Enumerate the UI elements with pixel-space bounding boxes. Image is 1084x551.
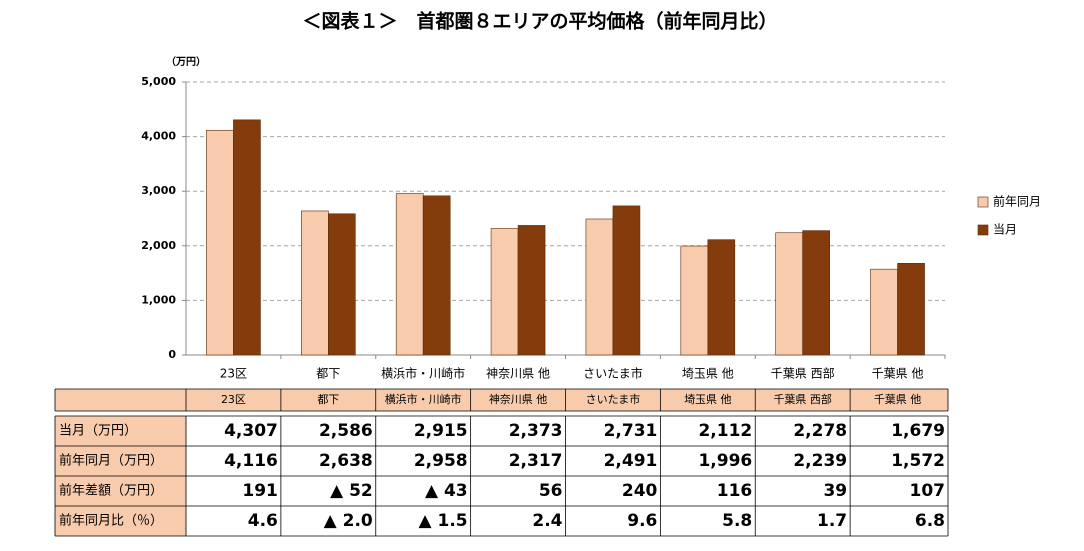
y-tick-label: 0 xyxy=(168,348,176,361)
table-cell: 4.6 xyxy=(248,511,278,531)
table-cell: 2,317 xyxy=(509,451,563,471)
x-tick-label: 23区 xyxy=(220,367,247,381)
table-cell: ▲ 1.5 xyxy=(419,511,468,531)
table-cell: 1,679 xyxy=(891,421,945,441)
table-cell: 56 xyxy=(539,481,563,501)
table-cell: 1,996 xyxy=(698,451,752,471)
table-column-header: 都下 xyxy=(317,393,339,406)
table-cell: 2,112 xyxy=(698,421,752,441)
table-row-header: 前年同月比（％） xyxy=(59,513,163,529)
table-cell: 116 xyxy=(717,481,753,501)
y-tick-label: 2,000 xyxy=(141,239,176,252)
table-cell: 2,491 xyxy=(604,451,658,471)
bar xyxy=(206,129,234,356)
table-cell: 2,958 xyxy=(414,451,468,471)
table-cell: 107 xyxy=(910,481,946,501)
table-cell: 2.4 xyxy=(532,511,562,531)
table-cell: 2,373 xyxy=(509,421,563,441)
row-header-bg xyxy=(55,416,186,446)
bar xyxy=(490,228,519,356)
table-cell: 2,731 xyxy=(604,421,658,441)
table-cell: 1.7 xyxy=(817,511,847,531)
row-header-bg xyxy=(55,446,186,476)
table-cell: 2,915 xyxy=(414,421,468,441)
table-cell: 9.6 xyxy=(627,511,657,531)
table-row-header: 当月（万円） xyxy=(59,424,137,439)
table-header-bg xyxy=(55,389,948,411)
chart-title: ＜図表１＞ 首都圏８エリアの平均価格（前年同月比） xyxy=(302,10,777,33)
legend-label: 前年同月 xyxy=(993,194,1041,209)
table-cell: 2,239 xyxy=(793,451,847,471)
table-cell: ▲ 43 xyxy=(425,481,468,501)
table-column-header: 横浜市・川崎市 xyxy=(385,392,462,406)
bar xyxy=(395,193,424,356)
y-tick-label: 3,000 xyxy=(141,184,176,197)
table-column-header: 23区 xyxy=(221,393,246,406)
table-row-header: 前年差額（万円） xyxy=(59,483,163,499)
table-column-header: 千葉県 西部 xyxy=(773,392,832,406)
table-cell: 2,586 xyxy=(319,421,373,441)
bar xyxy=(612,205,641,356)
bar xyxy=(680,245,709,356)
x-tick-label: 千葉県 他 xyxy=(872,367,924,381)
legend-swatch xyxy=(977,224,989,236)
x-tick-label: 神奈川県 他 xyxy=(486,367,550,381)
table-cell: 4,307 xyxy=(224,421,278,441)
y-axis-label: （万円） xyxy=(166,55,206,68)
table-cell: 1,572 xyxy=(891,451,945,471)
legend-label: 当月 xyxy=(993,223,1017,237)
table-column-header: さいたま市 xyxy=(586,392,641,406)
bar xyxy=(301,210,329,356)
table-cell: 191 xyxy=(242,481,278,501)
bar xyxy=(328,213,356,356)
bar xyxy=(897,263,925,356)
y-tick-label: 4,000 xyxy=(141,130,176,143)
table-cell: 2,278 xyxy=(793,421,847,441)
x-tick-label: 埼玉県 他 xyxy=(682,367,734,381)
table-column-header: 神奈川県 他 xyxy=(489,392,548,406)
bar xyxy=(870,268,898,356)
table-column-header: 埼玉県 他 xyxy=(684,392,732,406)
bar xyxy=(585,218,614,356)
bar xyxy=(233,119,261,356)
table-column-header: 千葉県 他 xyxy=(874,392,922,406)
row-header-bg xyxy=(55,506,186,536)
bar xyxy=(422,195,451,356)
x-tick-label: 横浜市・川崎市 xyxy=(381,366,465,381)
table-cell: 240 xyxy=(622,481,658,501)
bar xyxy=(517,225,546,356)
legend-swatch xyxy=(977,196,989,208)
y-tick-label: 5,000 xyxy=(141,75,176,88)
bar xyxy=(707,239,736,356)
table-cell: 6.8 xyxy=(915,511,945,531)
bar xyxy=(802,230,830,356)
table-cell: 5.8 xyxy=(722,511,752,531)
table-cell: 4,116 xyxy=(224,451,278,471)
table-cell: 39 xyxy=(823,481,847,501)
x-tick-label: 都下 xyxy=(316,367,340,381)
table-cell: ▲ 2.0 xyxy=(324,511,373,531)
table-cell: 2,638 xyxy=(319,451,373,471)
y-tick-label: 1,000 xyxy=(141,293,176,306)
x-tick-label: 千葉県 西部 xyxy=(771,366,835,381)
x-tick-label: さいたま市 xyxy=(583,366,643,381)
table-row-header: 前年同月（万円） xyxy=(59,453,163,469)
table-cell: ▲ 52 xyxy=(330,481,373,501)
row-header-bg xyxy=(55,476,186,506)
bar xyxy=(775,232,803,356)
